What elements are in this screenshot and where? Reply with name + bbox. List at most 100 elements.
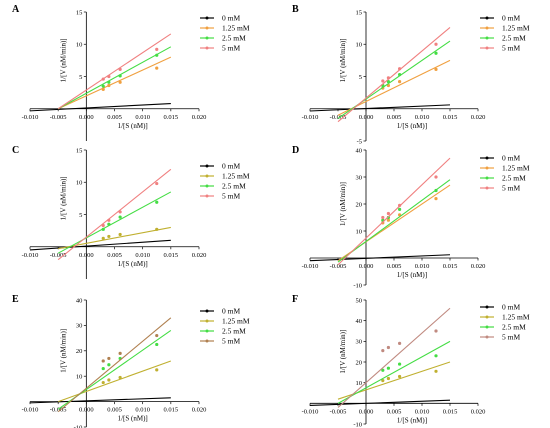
x-tick-label: 0.005 [107,114,122,121]
y-tick-label: -10 [353,421,362,428]
data-point [101,380,105,385]
data-point [107,83,111,88]
data-point [107,80,111,84]
x-tick-label: 0.000 [79,114,94,121]
legend-entry: 2.5 mM [502,34,526,43]
data-point [155,53,159,57]
x-tick-label: 0.020 [192,252,207,259]
data-point [386,366,390,370]
y-tick-label: 15 [76,9,83,16]
x-tick-label: 0.020 [471,263,486,270]
legend-marker [485,176,489,180]
data-point [107,378,111,382]
y-tick-label: 40 [76,297,83,304]
x-tick-label: -0.010 [22,114,39,121]
data-point [386,376,390,381]
series-line-0-mm [309,254,451,262]
legend-marker [485,156,489,160]
data-point [101,87,105,91]
data-point [118,215,122,219]
series-line-5-mm [57,33,172,110]
y-tick-label: -10 [353,282,362,289]
x-axis-title: 1/[S (nM)] [118,122,148,130]
y-axis-title: 1/[V (nM/min)] [339,330,347,374]
panel-letter: E [12,294,19,305]
x-tick-label: -0.005 [330,408,347,415]
x-tick-label: 0.010 [415,408,430,415]
y-tick-label: 15 [356,9,363,16]
legend-marker [485,36,489,40]
x-tick-label: -0.005 [50,114,67,121]
panel-a: A -0.010 -0.005 0.000 0.005 0.010 0.015 0.020 5 1… [12,4,250,141]
data-point [101,227,105,231]
y-tick-label: 10 [356,42,363,49]
data-point [398,362,402,366]
data-point [386,211,390,216]
x-tick-label: 0.020 [471,114,486,121]
data-point [155,227,159,231]
x-tick-label: 0.000 [359,114,374,121]
data-point [107,234,111,239]
series-line-2-5-mm [337,179,451,263]
series-line-2-5-mm [337,340,451,404]
legend-entry: 0 mM [502,303,520,312]
y-tick-label: 5 [359,74,362,81]
x-tick-label: -0.010 [22,252,39,259]
y-tick-label: 10 [356,380,363,387]
data-point [107,218,111,222]
series-line-0-mm [29,239,171,251]
panel-letter: C [12,145,19,156]
y-axis-title: 1/[V (nM/min)] [59,38,67,82]
legend-entry: 5 mM [502,184,520,193]
data-point [434,369,438,373]
legend-marker [485,315,489,319]
legend-marker [205,26,209,30]
legend-marker [205,46,209,50]
data-point [386,218,390,222]
data-point [381,368,385,372]
x-tick-label: -0.010 [302,114,319,121]
legend-marker [205,174,209,178]
panel-letter: D [292,145,299,156]
legend-marker [485,305,489,309]
x-tick-label: -0.005 [330,263,347,270]
x-tick-label: -0.005 [50,407,67,414]
legend-entry: 1.25 mM [222,172,250,181]
x-tick-label: 0.015 [443,114,458,121]
legend-entry: 0 mM [222,307,240,316]
legend-marker [205,309,209,313]
legend-marker [205,319,209,323]
legend-entry: 2.5 mM [222,34,246,43]
data-point [381,349,385,353]
y-tick-label: 5 [79,212,82,219]
data-point [155,333,159,338]
data-point [118,351,122,355]
data-point [155,47,159,52]
series-line-5-mm [337,27,451,123]
y-tick-label: 40 [356,318,363,325]
series-line-1-25-mm [57,360,172,403]
data-point [398,67,402,71]
x-tick-label: 0.020 [471,408,486,415]
legend-marker [205,329,209,333]
legend-marker [485,166,489,170]
x-tick-label: 0.005 [387,114,402,121]
series-line-5-mm [57,317,172,413]
data-point [381,79,385,83]
data-point [101,366,105,371]
y-tick-label: 15 [76,147,83,154]
series-line-5-mm [57,168,172,261]
y-tick-label: 20 [356,201,363,208]
y-tick-label: 10 [76,180,83,187]
series-line-2-5-mm [57,46,172,110]
x-tick-label: 0.015 [443,263,458,270]
y-tick-label: 5 [79,74,82,81]
legend-marker [485,186,489,190]
x-tick-label: 0.010 [135,252,150,259]
x-tick-label: 0.005 [387,263,402,270]
series-line-1-25-mm [57,56,172,110]
data-point [101,84,105,88]
legend-entry: 5 mM [222,44,240,53]
panel-letter: B [292,4,299,15]
data-point [107,74,111,79]
